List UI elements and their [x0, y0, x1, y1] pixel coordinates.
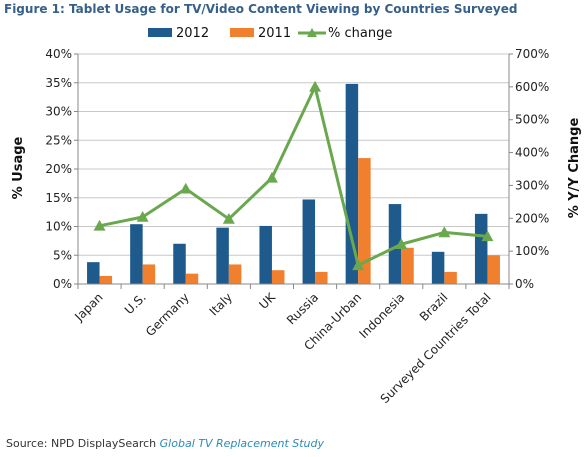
legend-label: 2012	[176, 26, 209, 41]
legend-swatch	[148, 28, 172, 37]
bar-2011	[487, 255, 500, 284]
bar-2011	[444, 271, 457, 284]
bar-2012	[302, 199, 316, 284]
bars	[87, 83, 500, 285]
change-point	[352, 259, 365, 271]
bar-2012	[130, 224, 143, 284]
y2-tick-label: 400%	[515, 146, 549, 160]
y2-tick-label: 500%	[515, 113, 549, 127]
source-study: Global TV Replacement Study	[159, 437, 325, 450]
y-tick-label: 10%	[45, 220, 72, 234]
bar-2011	[228, 264, 242, 284]
bar-2012	[173, 243, 186, 284]
bar-2012	[87, 262, 100, 284]
figure-title: Figure 1: Tablet Usage for TV/Video Cont…	[4, 2, 518, 16]
legend-swatch	[230, 28, 254, 37]
change-point	[265, 171, 278, 183]
bar-2011	[142, 264, 156, 284]
x-tick-label: Germany	[143, 290, 192, 339]
y2-tick-label: 300%	[515, 178, 549, 192]
legend-marker	[307, 28, 317, 37]
y2-tick-label: 700%	[515, 47, 549, 61]
bar-2012	[388, 204, 402, 284]
x-tick-label: Japan	[71, 290, 105, 324]
x-tick-label: Indonesia	[356, 290, 407, 341]
bar-2011	[401, 247, 414, 284]
source-note: Source: NPD DisplaySearch Global TV Repl…	[6, 437, 324, 450]
bar-2011	[271, 270, 285, 284]
change-point	[438, 226, 451, 238]
y-tick-label: 0%	[53, 277, 72, 291]
x-tick-label: U.S.	[122, 290, 149, 317]
bar-2011	[185, 273, 199, 284]
change-point	[179, 182, 192, 194]
bar-2012	[474, 213, 488, 284]
y-tick-label: 30%	[45, 105, 72, 119]
legend-label: 2011	[258, 26, 291, 41]
y2-axis-ticks: 0% 100% 200% 300% 400% 500% 600% 700%	[509, 47, 549, 291]
x-tick-label: Italy	[207, 290, 235, 318]
y-tick-label: 35%	[45, 76, 72, 90]
change-point	[481, 230, 494, 242]
legend: 2012 2011 % change	[148, 26, 392, 41]
bar-2011	[358, 158, 371, 284]
y-tick-label: 15%	[45, 191, 72, 205]
y-tick-label: 20%	[45, 162, 72, 176]
change-point	[93, 219, 106, 231]
y-axis-title: % Usage	[11, 136, 26, 199]
x-axis-ticks: Japan U.S.Germany Italy UK RussiaChina-Urban…	[71, 289, 493, 406]
bar-2012	[431, 251, 445, 284]
change-line	[93, 80, 494, 271]
bar-2012	[259, 225, 272, 284]
source-prefix: Source: NPD DisplaySearch	[6, 437, 160, 450]
x-tick-label: UK	[256, 289, 278, 311]
bar-2012	[345, 83, 359, 285]
bar-2011	[315, 271, 328, 284]
x-tick-label: Brazil	[417, 290, 451, 324]
chart: 0% 5% 10% 15% 20% 25% 30% 35% 40% 0% 100% 200% 300%…	[11, 26, 582, 406]
y2-tick-label: 200%	[515, 211, 549, 225]
y2-tick-label: 600%	[515, 80, 549, 94]
y2-tick-label: 0%	[515, 277, 534, 291]
change-point	[136, 210, 149, 222]
change-point	[309, 80, 322, 92]
x-tick-label: Russia	[284, 290, 321, 327]
change-point	[222, 212, 235, 224]
y-tick-label: 5%	[53, 248, 72, 262]
y2-axis-title: % Y/Y Change	[567, 118, 582, 219]
bar-2011	[99, 275, 113, 284]
bar-2012	[216, 227, 229, 284]
y2-tick-label: 100%	[515, 244, 549, 258]
y-tick-label: 40%	[45, 47, 72, 61]
change-point	[395, 238, 408, 250]
change-line-path	[99, 85, 488, 267]
y-tick-label: 25%	[45, 133, 72, 147]
y-axis-ticks: 0% 5% 10% 15% 20% 25% 30% 35% 40%	[45, 47, 78, 291]
legend-label: % change	[328, 26, 392, 41]
